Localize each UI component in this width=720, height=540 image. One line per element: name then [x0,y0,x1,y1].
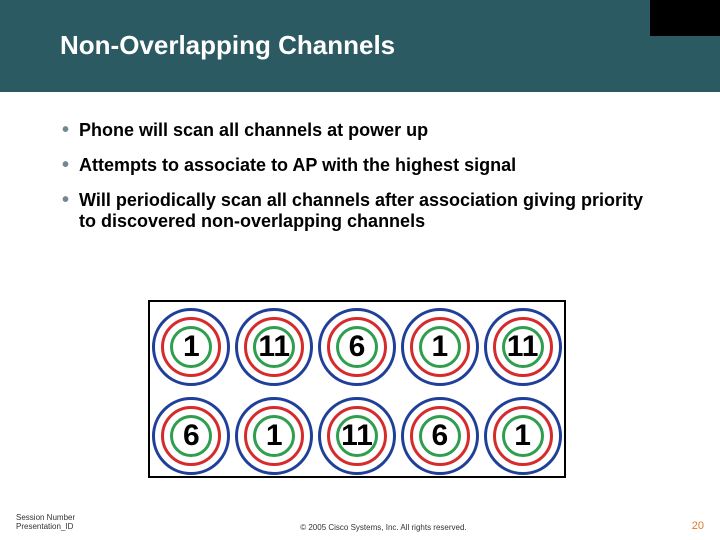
bullet-item: • Attempts to associate to AP with the h… [62,155,662,176]
footer: Session Number Presentation_ID © 2005 Ci… [16,513,704,532]
bullet-text: Phone will scan all channels at power up [79,120,428,141]
channel-number: 1 [183,330,200,364]
grid-row: 611161 [150,391,564,480]
channel-cell: 6 [399,395,481,477]
bullet-dot-icon: • [62,120,69,140]
bullet-item: • Phone will scan all channels at power … [62,120,662,141]
session-number-label: Session Number [16,513,75,523]
channel-number: 11 [341,419,373,453]
channel-number: 6 [431,419,448,453]
channel-number: 11 [507,330,539,364]
presentation-id-label: Presentation_ID [16,522,75,532]
bullet-item: • Will periodically scan all channels af… [62,190,662,232]
channel-number: 6 [349,330,366,364]
channel-cell: 6 [316,306,398,388]
bullet-text: Attempts to associate to AP with the hig… [79,155,516,176]
copyright: © 2005 Cisco Systems, Inc. All rights re… [75,523,692,532]
corner-accent [650,0,720,36]
page-number: 20 [692,520,704,532]
footer-left: Session Number Presentation_ID [16,513,75,532]
channel-grid: 1116111611161 [148,300,566,478]
slide: Non-Overlapping Channels • Phone will sc… [0,0,720,540]
channel-number: 1 [266,419,283,453]
channel-cell: 11 [316,395,398,477]
slide-title: Non-Overlapping Channels [60,30,395,61]
channel-cell: 1 [482,395,564,477]
channel-number: 1 [514,419,531,453]
bullet-dot-icon: • [62,190,69,210]
channel-number: 1 [431,330,448,364]
bullet-dot-icon: • [62,155,69,175]
channel-cell: 11 [233,306,315,388]
channel-number: 11 [258,330,290,364]
bullet-list: • Phone will scan all channels at power … [62,120,662,246]
channel-cell: 1 [150,306,232,388]
channel-cell: 1 [399,306,481,388]
channel-cell: 6 [150,395,232,477]
header-bar: Non-Overlapping Channels [0,0,720,92]
channel-cell: 1 [233,395,315,477]
bullet-text: Will periodically scan all channels afte… [79,190,662,232]
channel-cell: 11 [482,306,564,388]
channel-number: 6 [183,419,200,453]
grid-row: 1116111 [150,302,564,391]
